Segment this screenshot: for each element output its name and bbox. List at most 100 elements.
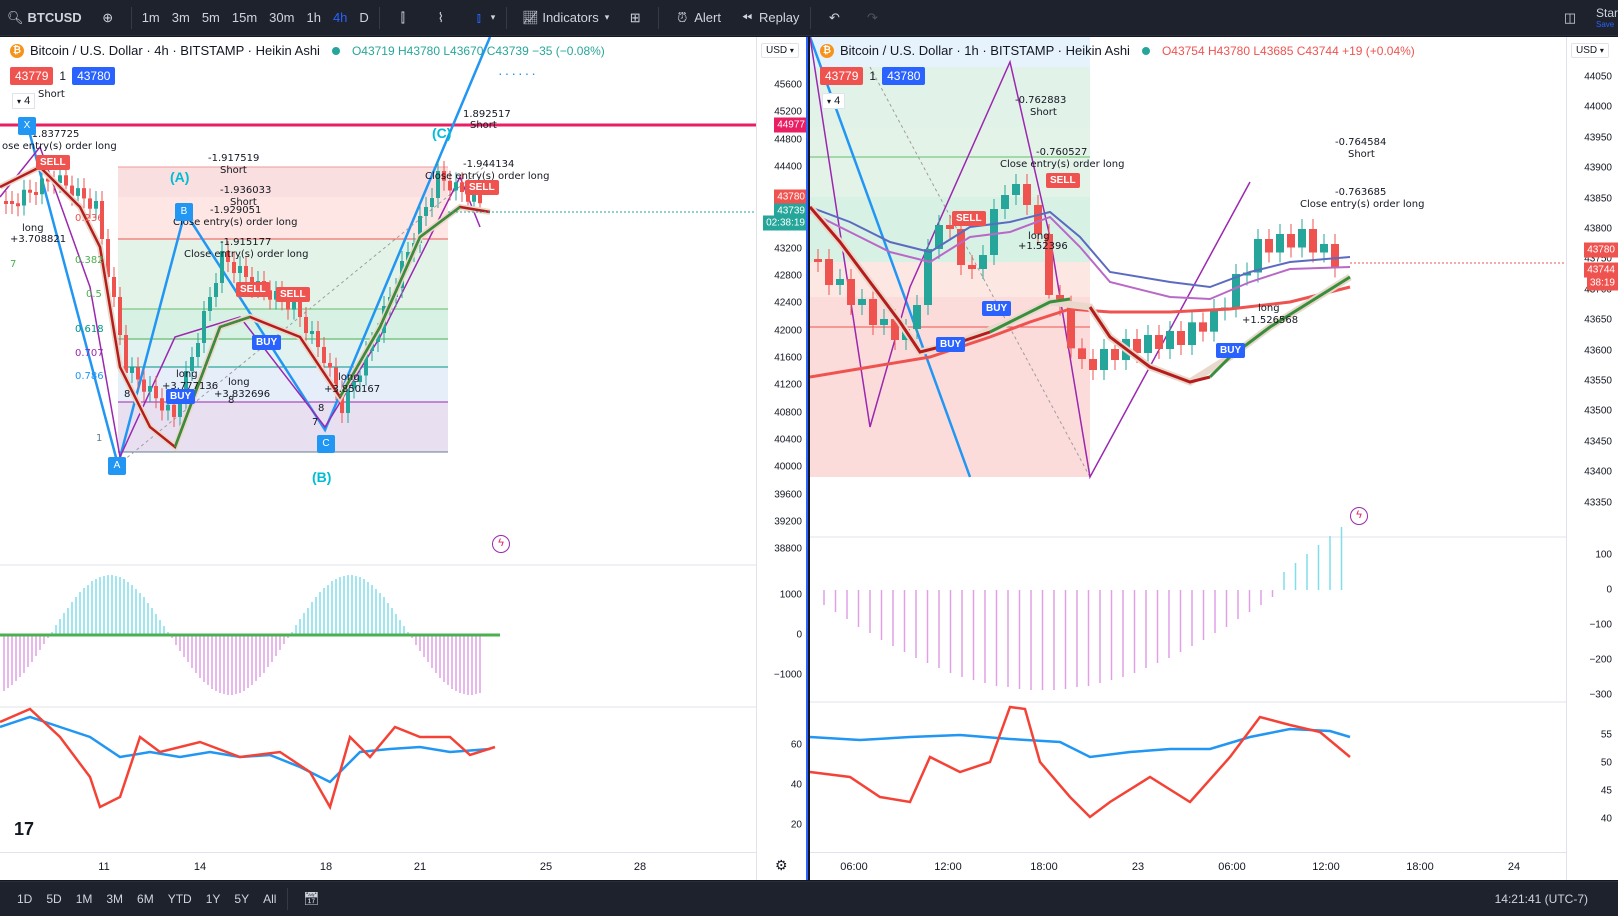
annotation-value: -0.762883 [1015,95,1067,106]
price-label: 43650 [1584,314,1612,326]
currency-select[interactable]: USD ▾ [761,43,799,58]
range-ytd[interactable]: YTD [167,892,192,906]
timeframe-15m[interactable]: 15m [231,10,258,25]
sell-price-button[interactable]: 43779 [820,67,864,85]
candle [430,198,434,207]
clock[interactable]: 14:21:41 (UTC-7) [1494,892,1588,906]
dots-icon: ······ [498,65,538,81]
candle [448,180,452,191]
alert-button[interactable]: ⏰︎ Alert [663,0,728,36]
chart-pane-left[interactable]: Short -1.837725 ose entry(s) order long … [0,37,808,880]
candle [1144,335,1152,353]
line-style-button[interactable]: ⌇ [422,0,460,36]
price-axis-right[interactable]: USD ▾ 44050 44000 43950 43900 43850 43800 4375… [1566,37,1618,880]
range-1y[interactable]: 1Y [205,892,221,906]
indicators-button[interactable]: 📈︎ Indicators ▾ [511,0,616,36]
layout-button[interactable]: ◫ [1551,0,1589,36]
compare-button[interactable]: ⊕ [89,0,127,36]
indicators-icon: 📈︎ [522,9,539,25]
order-qty[interactable]: 1 [59,69,67,83]
bar-style-button[interactable]: ⫿ [384,0,422,36]
legend-left[interactable]: ₿ Bitcoin / U.S. Dollar · 4h · BITSTAMP … [10,43,605,58]
candle [100,201,104,239]
range-all[interactable]: All [263,892,277,906]
timeframe-1h[interactable]: 1h [306,10,321,25]
range-5d[interactable]: 5D [46,892,62,906]
candle [376,333,380,342]
wave-count: 8 [124,389,131,400]
heikin-style-button[interactable]: ⫾ ▾ [460,0,503,36]
price-axis-left[interactable]: USD ▾ 4560045200448004440044000436004320… [756,37,806,880]
candle [22,189,26,206]
lightning-icon[interactable]: ϟ [492,535,510,553]
sell-signal: SELL [465,180,499,195]
osc-label: 45 [1600,785,1612,797]
chart-canvas-right[interactable] [810,37,1566,852]
buy-price-button[interactable]: 43780 [72,67,116,85]
candle [364,351,368,376]
chevron-down-icon: ▾ [604,12,610,22]
redo-icon: ↷ [866,9,878,25]
order-qty[interactable]: 1 [869,69,877,83]
chart-pane-right[interactable]: -0.762883 Short -0.760527 Close entry(s)… [810,37,1618,880]
sell-price-button[interactable]: 43779 [10,67,54,85]
timeframe-D[interactable]: D [359,10,369,25]
save-button[interactable]: Star Save [1589,0,1618,36]
candle [891,319,899,340]
long-label: long [22,223,44,234]
time-axis-left[interactable]: 11 14 18 21 25 28 [0,852,756,880]
candle [1111,349,1119,360]
replay-button[interactable]: ⏪︎ Replay [728,0,806,36]
range-5y[interactable]: 5Y [234,892,250,906]
go-to-date-button[interactable]: 📅︎ [292,881,330,916]
save-sub-label: Save [1595,20,1615,29]
ohlc-values: O43754 H43780 L43685 C43744 +19 (+0.04%) [1161,43,1415,58]
templates-button[interactable]: ⊞ [616,0,654,36]
alert-label: Alert [694,10,721,25]
buy-signal: BUY [252,335,282,350]
candle [328,363,332,368]
timeframe-5m[interactable]: 5m [201,10,220,25]
candle [124,335,128,373]
range-list: 1D 5D 1M 3M 6M YTD 1Y 5Y All [10,892,283,906]
chart-canvas-left[interactable] [0,37,756,852]
lightning-icon[interactable]: ϟ [1350,507,1368,525]
candle [112,277,116,297]
range-1d[interactable]: 1D [17,892,33,906]
timeframe-30m[interactable]: 30m [269,10,295,25]
chart-title: Bitcoin / U.S. Dollar · 4h · BITSTAMP · … [30,43,320,58]
range-6m[interactable]: 6M [137,892,154,906]
undo-button[interactable]: ↶ [815,0,853,36]
price-label: 38800 [774,543,802,555]
legend-right[interactable]: ₿ Bitcoin / U.S. Dollar · 1h · BITSTAMP … [820,43,1415,58]
buy-price-button[interactable]: 43780 [882,67,926,85]
candle [1265,239,1273,253]
range-1m[interactable]: 1M [75,892,93,906]
chevron-down-icon: ▾ [1599,46,1604,55]
candle [1166,331,1174,349]
currency-select[interactable]: USD ▾ [1571,43,1609,58]
candle [418,216,422,243]
timeframe-3m[interactable]: 3m [171,10,190,25]
pattern-point-a: A [108,457,126,475]
settings-gear-icon[interactable]: ⚙ [775,857,788,873]
candle [472,193,476,202]
left-histogram [3,575,481,695]
interval-box[interactable]: ▾ 4 [822,93,846,109]
redo-button[interactable]: ↷ [853,0,891,36]
time-label: 25 [539,861,553,873]
candles-icon: ⫿ [400,9,405,25]
candle [46,178,50,182]
symbol-search[interactable]: 🔍︎ BTCUSD [0,0,89,36]
range-3m[interactable]: 3M [106,892,124,906]
time-axis-right[interactable]: 06:00 12:00 18:00 23 06:00 12:00 18:00 2… [810,852,1566,880]
timeframe-4h[interactable]: 4h [332,10,348,25]
interval-box[interactable]: ▾ 4 [12,93,36,109]
bottom-toolbar: 1D 5D 1M 3M 6M YTD 1Y 5Y All 📅︎ 14:21:41 (UTC-7) [0,881,1618,916]
timeframe-1m[interactable]: 1m [141,10,160,25]
annotation-text: Short [470,120,497,131]
candle [1177,331,1185,345]
wave-label-b: (B) [312,469,332,485]
candle [1188,322,1196,345]
candle [913,305,921,329]
